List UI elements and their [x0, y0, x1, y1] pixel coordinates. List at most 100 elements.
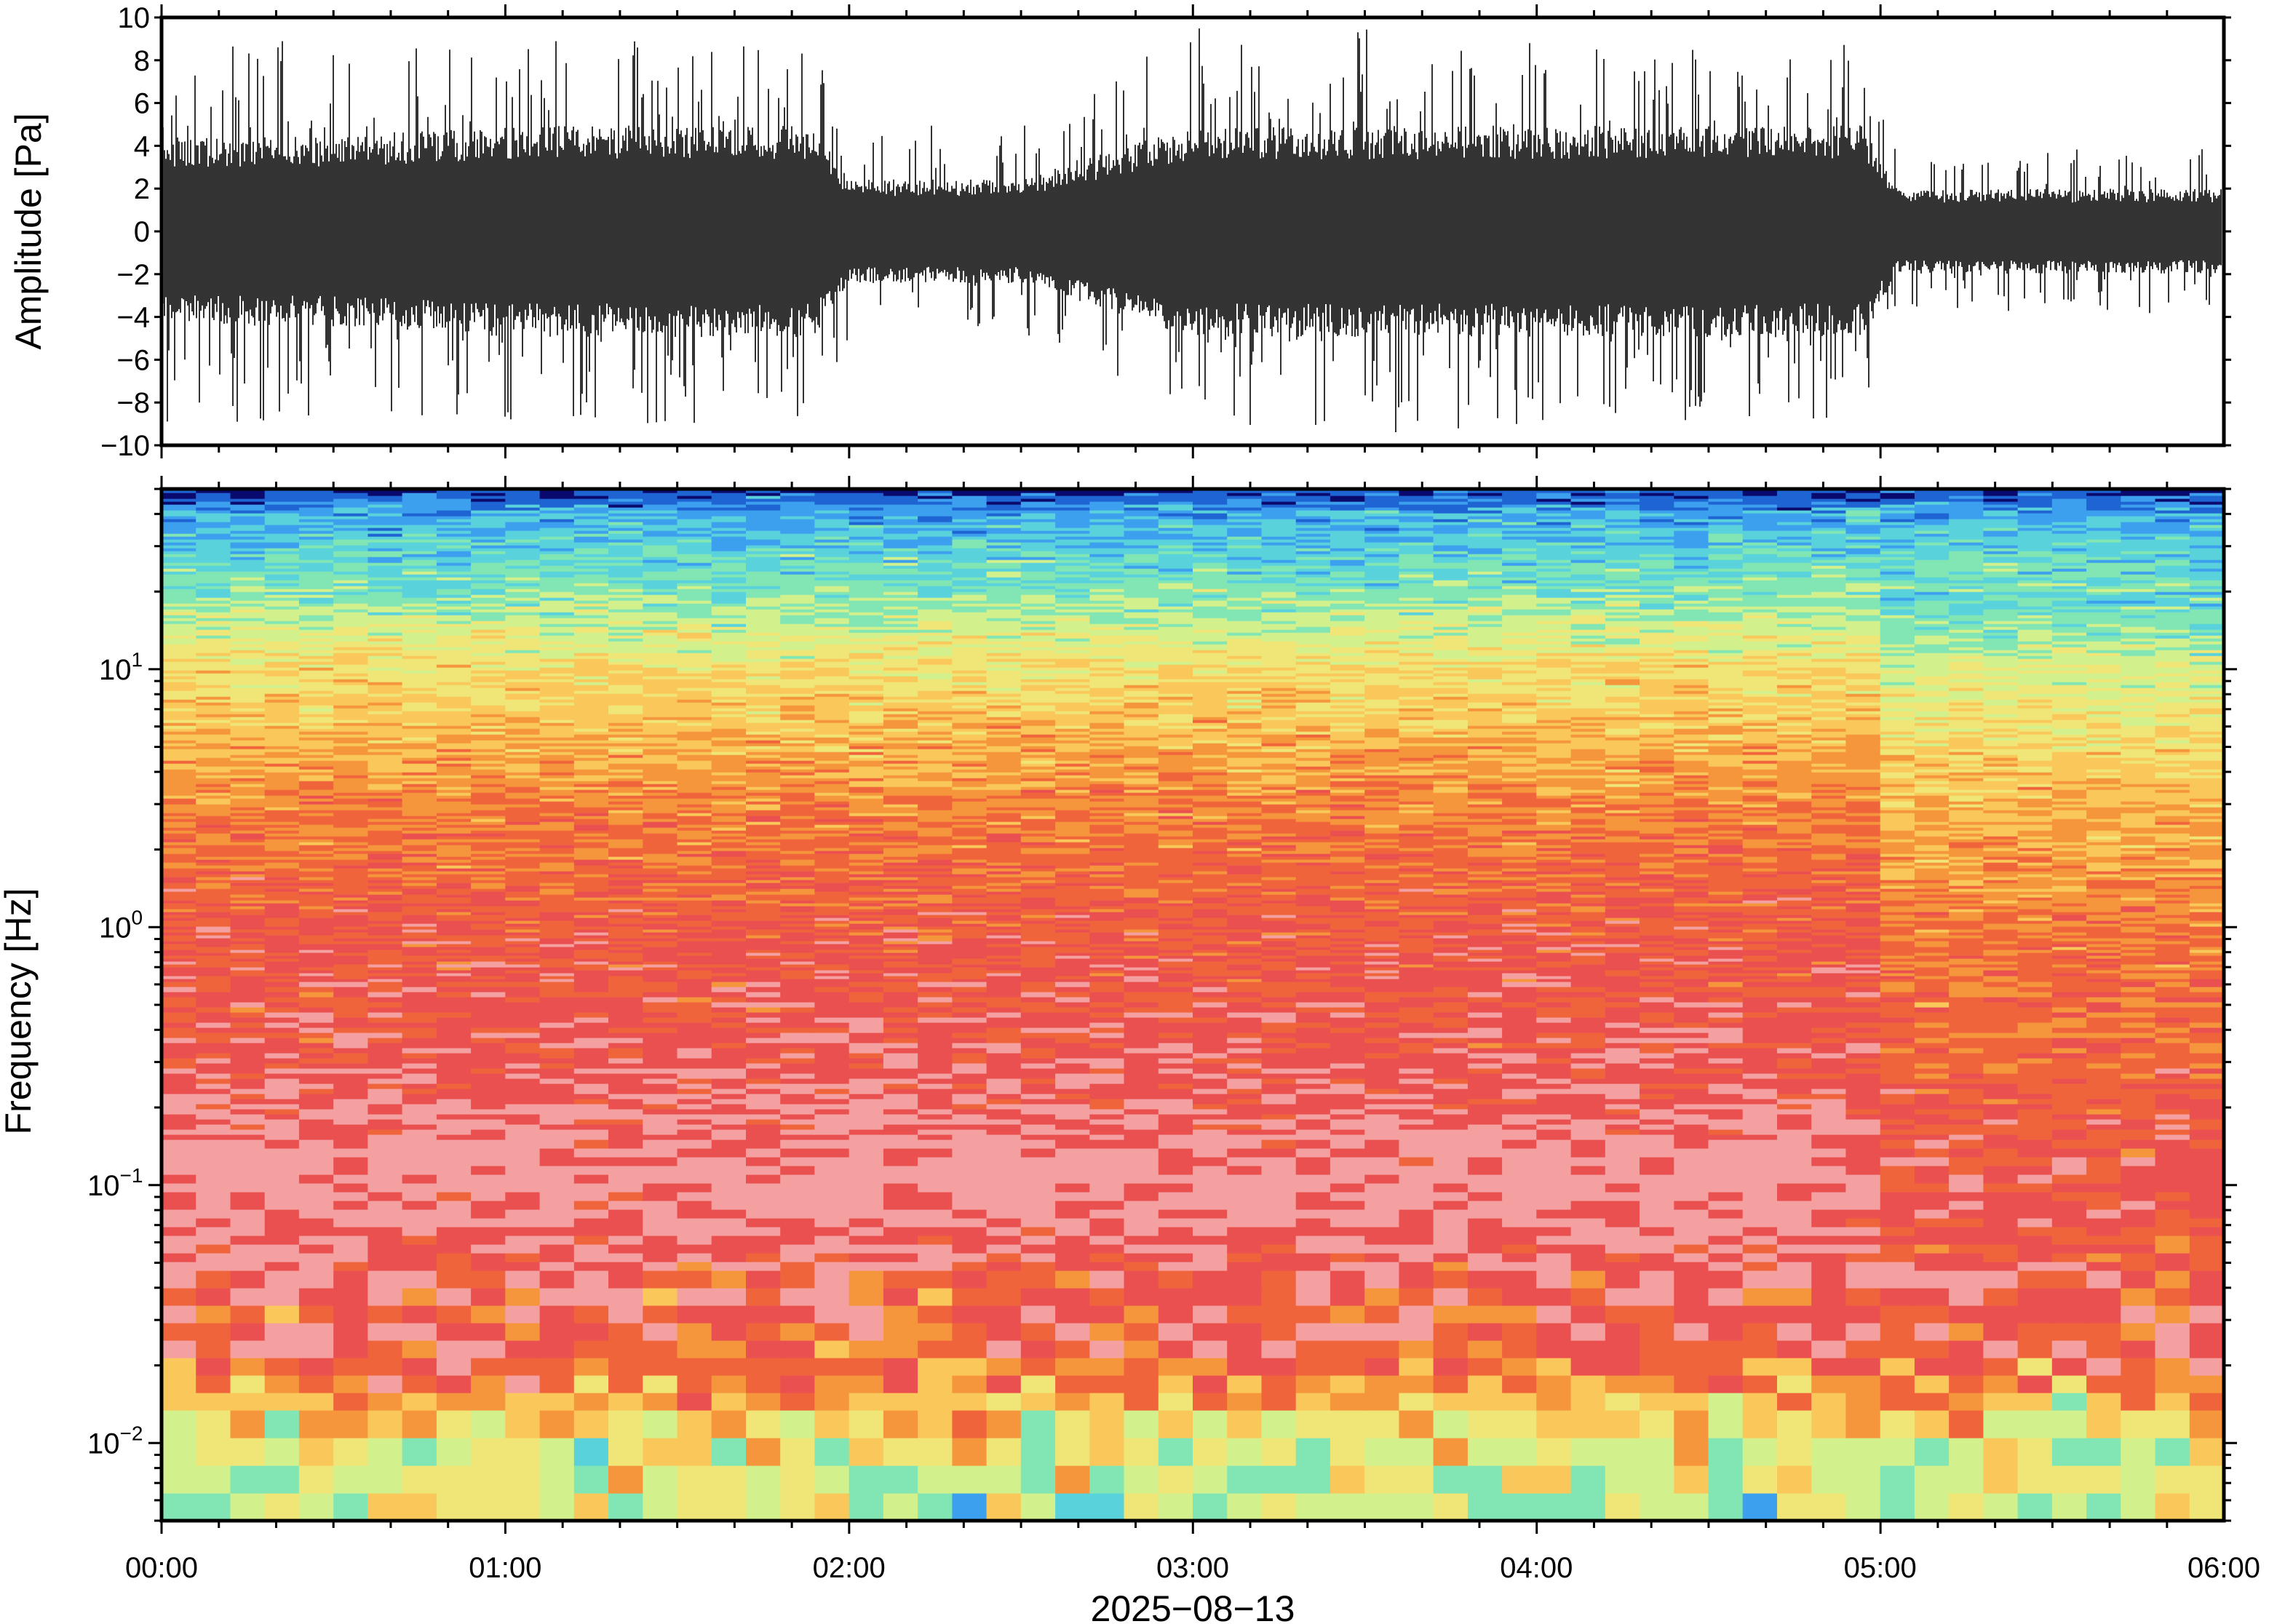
spectrogram-cell [1193, 1027, 1228, 1033]
spectrogram-cell [1845, 920, 1881, 924]
spectrogram-cell [1983, 938, 2019, 942]
spectrogram-cell [1605, 935, 1640, 939]
spectrogram-cell [436, 1038, 472, 1043]
spectrogram-cell [1708, 958, 1744, 962]
spectrogram-cell [1364, 1183, 1399, 1193]
spectrogram-cell [471, 950, 506, 953]
spectrogram-cell [849, 929, 884, 933]
spectrogram-cell [1845, 1438, 1881, 1466]
spectrogram-cell [2121, 1134, 2156, 1140]
spectrogram-cell [1330, 1227, 1365, 1236]
spectrogram-cell [1983, 1088, 2019, 1094]
spectrogram-cell [2051, 958, 2087, 962]
spectrogram-cell [505, 1410, 541, 1438]
spectrogram-cell [367, 938, 403, 942]
spectrogram-cell [1570, 967, 1606, 971]
spectrogram-cell [1845, 1305, 1881, 1324]
spectrogram-cell [883, 1119, 918, 1125]
spectrogram-cell [1261, 1139, 1297, 1149]
spectrogram-cell [162, 961, 196, 965]
spectrogram-cell [780, 987, 815, 992]
spectrogram-cell [677, 1032, 712, 1038]
spectrogram-cell [1536, 1114, 1572, 1120]
spectrogram-cell [1433, 997, 1469, 1003]
spectrogram-cell [1467, 1218, 1503, 1227]
spectrogram-cell [298, 1078, 334, 1084]
spectrogram-cell [2051, 938, 2087, 942]
spectrogram-cell [1330, 961, 1365, 965]
spectrogram-cell [1914, 932, 1950, 936]
spectrogram-cell [1570, 1078, 1606, 1084]
spectrogram-cell [1055, 1043, 1090, 1048]
spectrogram-cell [1089, 1022, 1125, 1028]
spectrogram-cell [1640, 976, 1674, 979]
spectrogram-cell [333, 1053, 368, 1059]
spectrogram-cell [2017, 1148, 2053, 1158]
spectrogram-cell [162, 1068, 196, 1074]
spectrogram-cell [1880, 973, 1915, 976]
spectrogram-cell [1983, 1104, 2019, 1110]
spectrogram-cell [2017, 1465, 2053, 1494]
spectrogram-cell [608, 1288, 643, 1306]
spectrogram-cell [1193, 1235, 1228, 1245]
spectrogram-cell [849, 1002, 884, 1008]
spectrogram-cell [1914, 967, 1950, 971]
spectrogram-cell [1570, 976, 1606, 979]
spectrogram-cell [1124, 1305, 1159, 1324]
spectrogram-cell [1227, 1083, 1262, 1089]
spectrogram-cell [2017, 1078, 2053, 1084]
spectrogram-cell [952, 1253, 988, 1262]
spectrogram-cell [1914, 976, 1950, 979]
spectrogram-cell [780, 1340, 815, 1358]
spectrogram-cell [643, 1129, 678, 1135]
spectrogram-cell [2189, 1340, 2225, 1358]
spectrogram-cell [1399, 1078, 1434, 1084]
waveform-y-tick-label: 8 [134, 45, 150, 77]
spectrogram-cell [2017, 970, 2053, 974]
spectrogram-cell [1089, 1358, 1125, 1376]
spectrogram-cell [298, 970, 334, 974]
spectrogram-cell [539, 1073, 575, 1079]
spectrogram-cell [1949, 935, 1984, 939]
spectrogram-cell [1605, 1253, 1640, 1262]
spectrogram-cell [1399, 1201, 1434, 1210]
spectrogram-cell [1914, 1253, 1950, 1262]
spectrogram-cell [1949, 1088, 1984, 1094]
spectrogram-cell [1227, 1058, 1262, 1064]
spectrogram-cell [608, 1262, 643, 1271]
spectrogram-cell [814, 1068, 850, 1074]
spectrogram-cell [1261, 1174, 1297, 1184]
spectrogram-cell [1536, 1166, 1572, 1175]
spectrogram-cell [505, 1104, 541, 1110]
spectrogram-cell [1261, 926, 1297, 930]
spectrogram-cell [1295, 1012, 1331, 1018]
spectrogram-cell [1502, 973, 1537, 976]
spectrogram-cell [333, 929, 368, 933]
spectrogram-cell [2017, 958, 2053, 962]
spectrogram-cell [1193, 1201, 1228, 1210]
spectrogram-cell [471, 1218, 506, 1227]
spectrogram-cell [402, 958, 437, 962]
spectrogram-cell [230, 915, 266, 918]
spectrogram-cell [1536, 970, 1572, 974]
spectrogram-cell [2051, 1124, 2087, 1130]
spectrogram-cell [1193, 1007, 1228, 1013]
spectrogram-cell [333, 1104, 368, 1110]
spectrogram-cell [1570, 1002, 1606, 1008]
spectrogram-cell [505, 973, 541, 976]
spectrogram-cell [436, 1119, 472, 1125]
spectrogram-cell [1227, 1148, 1262, 1158]
spectrogram-cell [1674, 1166, 1709, 1175]
spectrogram-cell [1124, 1227, 1159, 1236]
spectrogram-cell [1811, 961, 1846, 965]
spectrogram-cell [780, 979, 815, 982]
spectrogram-cell [298, 920, 334, 924]
spectrogram-cell [1674, 923, 1709, 927]
spectrogram-cell [849, 1083, 884, 1089]
spectrogram-cell [814, 1124, 850, 1130]
spectrogram-cell [1227, 1043, 1262, 1048]
spectrogram-cell [1570, 920, 1606, 924]
spectrogram-cell [849, 1022, 884, 1028]
spectrogram-cell [333, 1262, 368, 1271]
spectrogram-cell [1364, 955, 1399, 959]
